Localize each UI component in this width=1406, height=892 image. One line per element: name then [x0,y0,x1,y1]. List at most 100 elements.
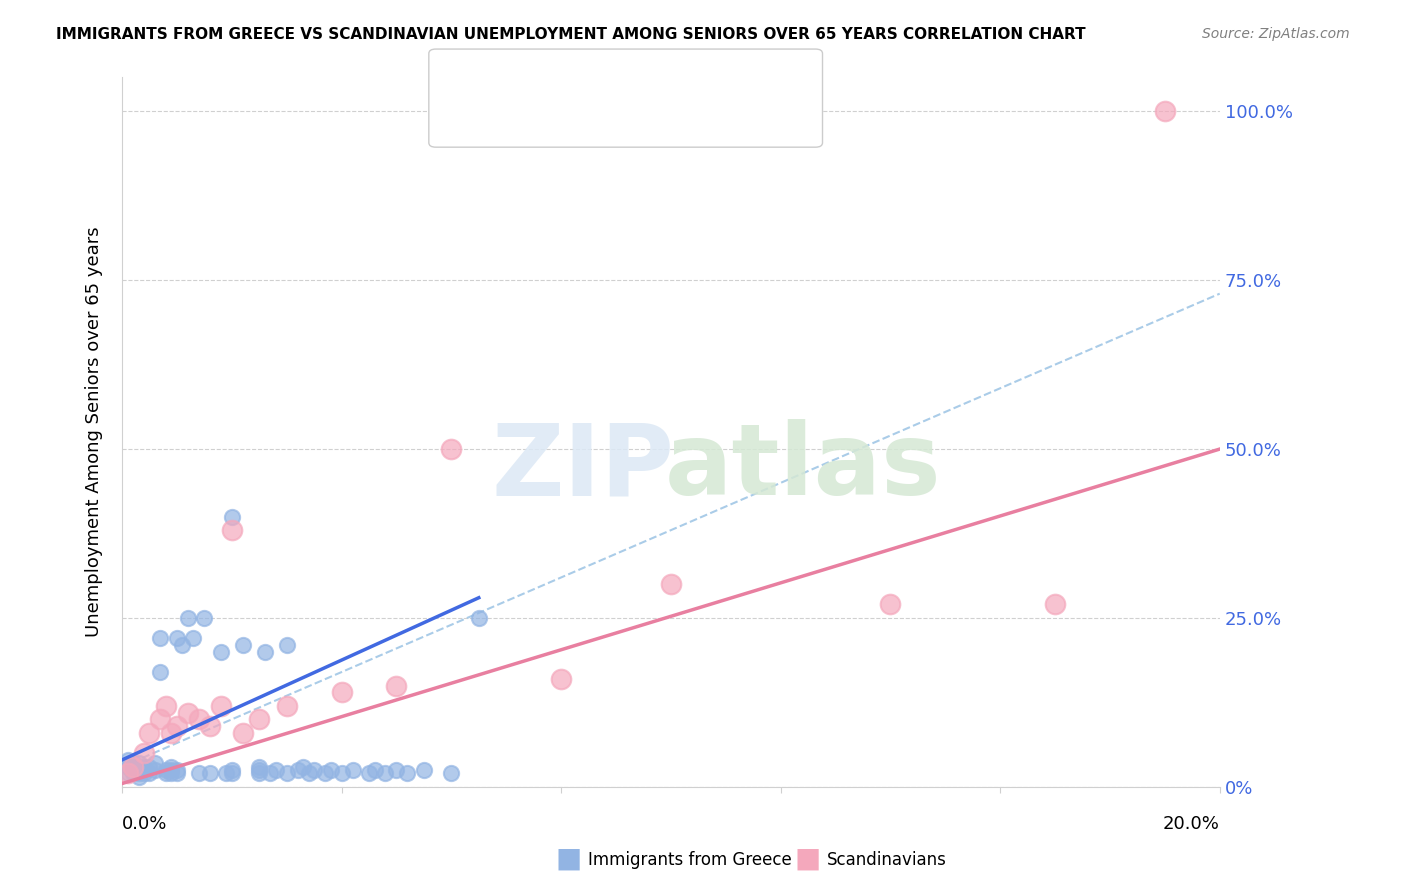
Point [468,611,491,625]
Point [160,763,183,777]
Point [198,719,221,733]
Point [132,746,155,760]
Point [138,766,160,780]
Point [122,763,145,777]
Point [177,611,200,625]
Point [187,766,209,780]
Text: ■: ■ [450,67,477,95]
Point [143,763,166,777]
Point [128,756,150,771]
Text: Immigrants from Greece: Immigrants from Greece [588,851,792,869]
Point [247,759,270,773]
Text: ZIP: ZIP [492,419,675,516]
Text: 0.0%: 0.0% [122,815,167,833]
Point [253,645,276,659]
Point [187,712,209,726]
Point [440,766,463,780]
Point [659,577,682,591]
Y-axis label: Unemployment Among Seniors over 65 years: Unemployment Among Seniors over 65 years [86,227,103,638]
Point [155,763,177,777]
Point [143,756,166,771]
Point [440,442,463,456]
Text: N = 64: N = 64 [640,65,713,84]
Point [385,763,408,777]
Point [363,763,385,777]
Point [1043,598,1066,612]
Point [149,665,172,679]
Point [276,638,298,652]
Point [550,672,572,686]
Point [302,763,325,777]
Point [166,632,188,646]
Text: IMMIGRANTS FROM GREECE VS SCANDINAVIAN UNEMPLOYMENT AMONG SENIORS OVER 65 YEARS : IMMIGRANTS FROM GREECE VS SCANDINAVIAN U… [56,27,1085,42]
Point [122,766,145,780]
Point [122,759,145,773]
Point [172,638,194,652]
Point [879,598,901,612]
Point [166,766,188,780]
Point [122,759,145,773]
Point [342,763,364,777]
Text: N = 24: N = 24 [640,105,713,124]
Text: 20.0%: 20.0% [1163,815,1220,833]
Point [385,679,408,693]
Point [193,611,215,625]
Point [122,756,145,771]
Text: ■: ■ [450,107,477,135]
Point [198,766,221,780]
Point [132,766,155,780]
Point [166,719,188,733]
Point [209,698,232,713]
Point [232,638,254,652]
Point [215,766,238,780]
Point [264,763,287,777]
Point [221,523,243,537]
Text: Scandinavians: Scandinavians [827,851,946,869]
Point [247,763,270,777]
Point [221,766,243,780]
Point [117,766,139,780]
Text: Source: ZipAtlas.com: Source: ZipAtlas.com [1202,27,1350,41]
Point [247,766,270,780]
Point [117,766,139,780]
Point [132,759,155,773]
Point [396,766,419,780]
Point [276,766,298,780]
Text: ■: ■ [555,845,582,872]
Point [357,766,380,780]
Point [166,763,188,777]
Point [117,753,139,767]
Point [287,763,309,777]
Point [138,759,160,773]
Point [319,763,342,777]
Point [298,766,321,780]
Point [117,759,139,773]
Point [221,763,243,777]
Point [412,763,434,777]
Point [128,770,150,784]
Point [259,766,281,780]
Point [292,759,315,773]
Point [330,685,353,699]
Point [160,726,183,740]
Point [155,766,177,780]
Point [128,763,150,777]
Point [160,759,183,773]
Text: R = 0.603: R = 0.603 [485,105,583,124]
Point [374,766,396,780]
Point [149,712,172,726]
Point [232,726,254,740]
Point [160,766,183,780]
Point [247,712,270,726]
Text: atlas: atlas [664,419,941,516]
Text: ■: ■ [794,845,821,872]
Point [177,706,200,720]
Point [276,698,298,713]
Point [149,632,172,646]
Point [138,726,160,740]
Point [330,766,353,780]
Point [128,766,150,780]
Point [1153,104,1175,119]
Point [221,509,243,524]
Point [314,766,336,780]
